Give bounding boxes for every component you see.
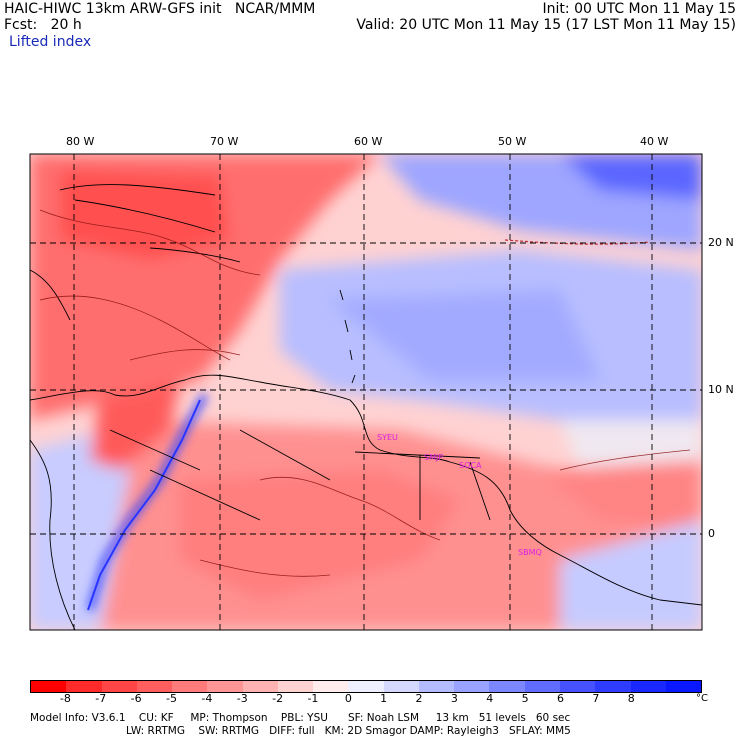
- colorbar-cell: [172, 681, 208, 692]
- colorbar-tick-label: 2: [415, 692, 423, 705]
- colorbar-tick-label: -3: [236, 692, 248, 705]
- colorbar-tick-label: -4: [201, 692, 213, 705]
- colorbar-cell: [207, 681, 243, 692]
- colorbar-tick-label: 5: [521, 692, 529, 705]
- colorbar-tick-label: -2: [272, 692, 284, 705]
- colorbar-tick-label: 4: [486, 692, 494, 705]
- colorbar-cell: [524, 681, 560, 692]
- lon-label: 80 W: [66, 135, 95, 148]
- city-label: SYEU: [377, 433, 398, 442]
- init-time: Init: 00 UTC Mon 11 May 15: [542, 1, 736, 17]
- colorbar-ticks: -8 -7 -6 -5 -4 -3 -2 -1 0 1 2 3 4 5 6 7 8: [30, 693, 702, 705]
- forecast-hour: Fcst: 20 h: [4, 17, 82, 33]
- colorbar-cell: [383, 681, 419, 692]
- lat-label: 20 N: [708, 236, 734, 249]
- colorbar-cell: [665, 681, 702, 692]
- colorbar-cell: [66, 681, 102, 692]
- lat-label: 10 N: [708, 383, 734, 396]
- colorbar-tick-label: -8: [59, 692, 71, 705]
- colorbar-cell: [489, 681, 525, 692]
- colorbar-tick-label: 7: [592, 692, 600, 705]
- colorbar-cell: [418, 681, 455, 692]
- lon-label: 70 W: [210, 135, 239, 148]
- lon-label: 50 W: [498, 135, 527, 148]
- lat-label: 0: [708, 527, 715, 540]
- colorbar: [30, 680, 702, 693]
- colorbar-tick-label: 8: [627, 692, 635, 705]
- colorbar-tick-label: 0: [344, 692, 352, 705]
- city-label: SMJP: [424, 453, 443, 462]
- colorbar-cell: [242, 681, 278, 692]
- map-frame: [29, 153, 703, 631]
- colorbar-cell: [454, 681, 490, 692]
- colorbar-cell: [348, 681, 384, 692]
- colorbar-tick-label: 3: [450, 692, 458, 705]
- colorbar-cell: [630, 681, 666, 692]
- colorbar-cell: [559, 681, 596, 692]
- colorbar-tick-label: -6: [130, 692, 142, 705]
- city-label: SBMQ: [518, 548, 542, 557]
- lat-lon-grid: [30, 154, 702, 630]
- colorbar-tick-label: 6: [557, 692, 565, 705]
- model-title: HAIC-HIWC 13km ARW-GFS init NCAR/MMM: [4, 1, 316, 17]
- colorbar-tick-label: -1: [307, 692, 319, 705]
- lon-label: 40 W: [640, 135, 669, 148]
- model-info-line1: Model Info: V3.6.1 CU: KF MP: Thompson P…: [30, 712, 571, 724]
- colorbar-tick-label: -7: [95, 692, 107, 705]
- colorbar-cell: [101, 681, 137, 692]
- colorbar-tick-label: -5: [165, 692, 177, 705]
- colorbar-cell: [277, 681, 314, 692]
- colorbar-unit: °C: [696, 693, 708, 704]
- model-info-line2: LW: RRTMG SW: RRTMG DIFF: full KM: 2D Sm…: [126, 725, 571, 737]
- colorbar-tick-label: 1: [380, 692, 388, 705]
- colorbar-cell: [31, 681, 67, 692]
- colorbar-cell: [313, 681, 349, 692]
- lon-label: 60 W: [354, 135, 383, 148]
- colorbar-cell: [136, 681, 173, 692]
- valid-time: Valid: 20 UTC Mon 11 May 15 (17 LST Mon …: [356, 17, 736, 33]
- city-label: SOCA: [459, 461, 482, 470]
- colorbar-cell: [595, 681, 631, 692]
- field-title: Lifted index: [9, 34, 92, 50]
